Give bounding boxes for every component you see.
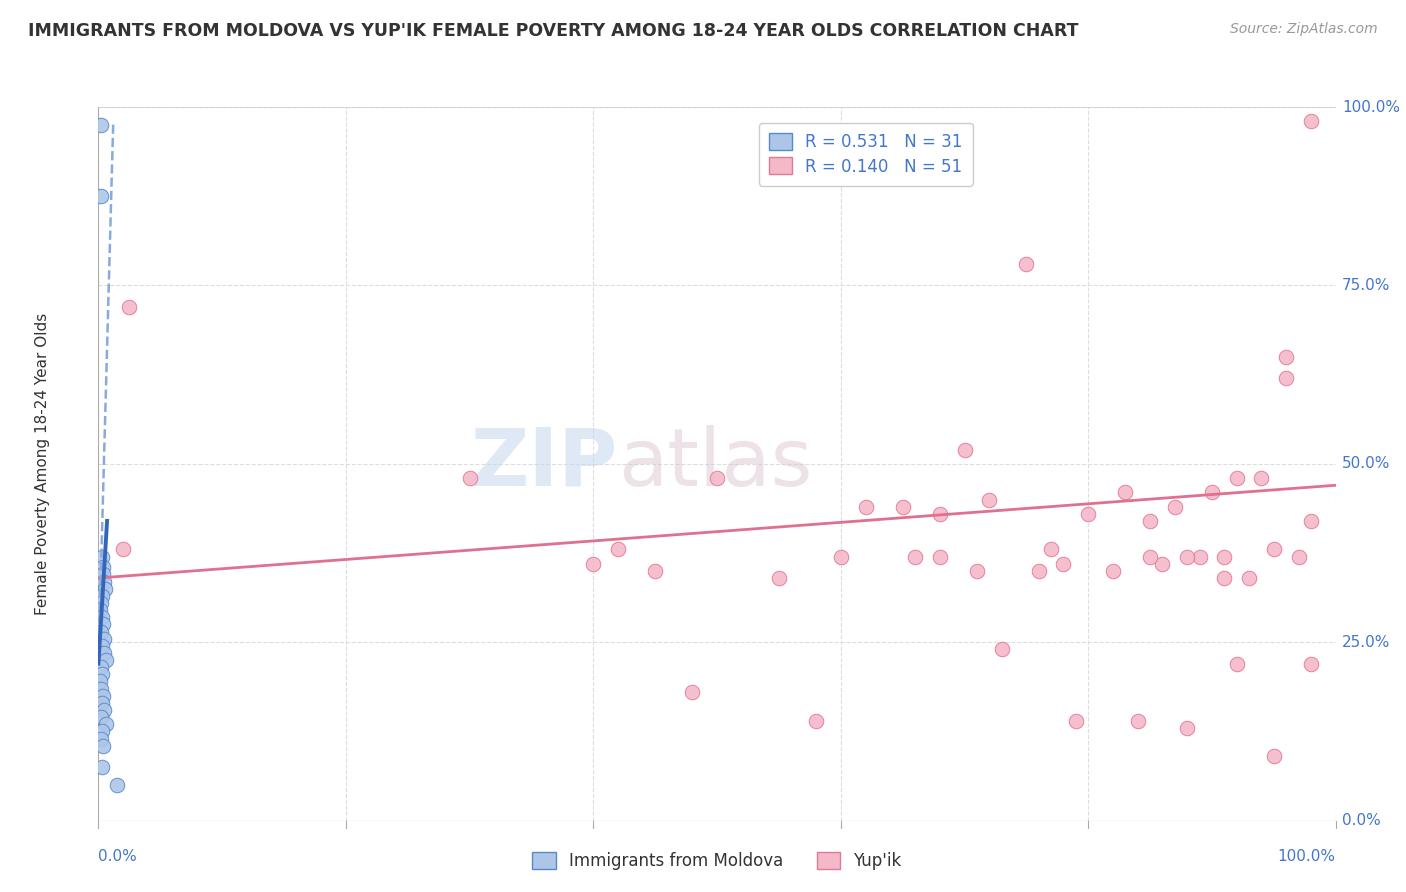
Point	[1102, 564, 1125, 578]
Point	[91, 760, 114, 774]
Point	[1164, 500, 1187, 514]
Text: 100.0%: 100.0%	[1278, 849, 1336, 864]
Point	[1288, 549, 1310, 564]
Point	[1263, 749, 1285, 764]
Point	[1064, 714, 1087, 728]
Point	[93, 582, 115, 596]
Point	[804, 714, 827, 728]
Point	[1052, 557, 1074, 571]
Point	[93, 739, 115, 753]
Point	[1175, 721, 1198, 735]
Point	[1139, 514, 1161, 528]
Point	[1237, 571, 1260, 585]
Point	[91, 549, 114, 564]
Point	[91, 689, 114, 703]
Point	[91, 560, 114, 574]
Point	[1275, 350, 1298, 364]
Point	[1114, 485, 1136, 500]
Point	[1139, 549, 1161, 564]
Point	[953, 442, 976, 457]
Point	[1201, 485, 1223, 500]
Point	[1175, 549, 1198, 564]
Text: atlas: atlas	[619, 425, 813, 503]
Point	[91, 667, 114, 681]
Point	[1126, 714, 1149, 728]
Point	[118, 300, 141, 314]
Point	[1188, 549, 1211, 564]
Point	[90, 589, 112, 603]
Point	[90, 731, 112, 746]
Point	[1028, 564, 1050, 578]
Point	[89, 674, 111, 689]
Point	[91, 696, 114, 710]
Point	[1040, 542, 1063, 557]
Point	[1213, 571, 1236, 585]
Text: Source: ZipAtlas.com: Source: ZipAtlas.com	[1230, 22, 1378, 37]
Point	[904, 549, 927, 564]
Text: 75.0%: 75.0%	[1341, 278, 1391, 293]
Point	[89, 603, 111, 617]
Point	[90, 118, 112, 132]
Text: Female Poverty Among 18-24 Year Olds: Female Poverty Among 18-24 Year Olds	[35, 313, 51, 615]
Point	[93, 574, 115, 589]
Point	[928, 549, 950, 564]
Point	[1250, 471, 1272, 485]
Point	[681, 685, 703, 699]
Point	[1152, 557, 1174, 571]
Point	[94, 653, 117, 667]
Point	[93, 646, 115, 660]
Text: 100.0%: 100.0%	[1341, 100, 1400, 114]
Point	[990, 642, 1012, 657]
Point	[1263, 542, 1285, 557]
Text: ZIP: ZIP	[471, 425, 619, 503]
Point	[607, 542, 630, 557]
Point	[966, 564, 988, 578]
Point	[90, 710, 112, 724]
Point	[891, 500, 914, 514]
Point	[1226, 471, 1249, 485]
Point	[1299, 514, 1322, 528]
Point	[93, 632, 115, 646]
Text: 50.0%: 50.0%	[1341, 457, 1391, 471]
Point	[582, 557, 605, 571]
Point	[90, 596, 112, 610]
Point	[1015, 257, 1038, 271]
Point	[94, 717, 117, 731]
Point	[1299, 114, 1322, 128]
Point	[1077, 507, 1099, 521]
Point	[706, 471, 728, 485]
Point	[1226, 657, 1249, 671]
Point	[91, 724, 114, 739]
Text: 0.0%: 0.0%	[1341, 814, 1381, 828]
Point	[91, 639, 114, 653]
Point	[644, 564, 666, 578]
Point	[1299, 657, 1322, 671]
Point	[90, 624, 112, 639]
Point	[90, 681, 112, 696]
Point	[90, 189, 112, 203]
Point	[93, 703, 115, 717]
Legend: Immigrants from Moldova, Yup'ik: Immigrants from Moldova, Yup'ik	[526, 845, 908, 877]
Point	[458, 471, 481, 485]
Point	[928, 507, 950, 521]
Point	[979, 492, 1001, 507]
Point	[105, 778, 128, 792]
Point	[768, 571, 790, 585]
Text: IMMIGRANTS FROM MOLDOVA VS YUP'IK FEMALE POVERTY AMONG 18-24 YEAR OLDS CORRELATI: IMMIGRANTS FROM MOLDOVA VS YUP'IK FEMALE…	[28, 22, 1078, 40]
Point	[830, 549, 852, 564]
Point	[855, 500, 877, 514]
Point	[1275, 371, 1298, 385]
Point	[1213, 549, 1236, 564]
Point	[90, 660, 112, 674]
Point	[91, 617, 114, 632]
Point	[93, 567, 115, 582]
Point	[91, 610, 114, 624]
Text: 25.0%: 25.0%	[1341, 635, 1391, 649]
Text: 0.0%: 0.0%	[98, 849, 138, 864]
Point	[112, 542, 135, 557]
